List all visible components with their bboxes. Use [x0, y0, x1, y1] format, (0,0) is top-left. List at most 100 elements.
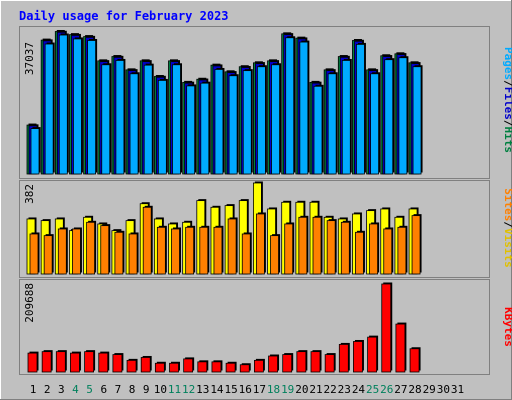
bar-sites-day-24 [355, 231, 364, 275]
bar-kbytes-day-8 [126, 359, 137, 373]
legend-visits: Visits [502, 228, 512, 268]
bar-kbytes-day-11 [169, 362, 179, 373]
bar-pages-day-12 [186, 85, 196, 175]
bar-pages-day-8 [129, 73, 139, 175]
bar-pages-day-9 [143, 64, 153, 175]
bar-pages-day-16 [242, 70, 252, 175]
x-label-day-5: 5 [86, 383, 93, 396]
bar-sites-day-2 [43, 235, 53, 275]
bar-kbytes-day-15 [225, 362, 236, 373]
x-label-day-15: 15 [224, 383, 237, 396]
legend-pages: Pages [502, 47, 512, 80]
bar-pages-day-26 [384, 59, 394, 175]
bar-sites-day-21 [312, 216, 322, 275]
bar-pages-day-14 [214, 69, 224, 175]
bar-pages-day-6 [101, 64, 111, 175]
bar-kbytes-day-7 [112, 354, 123, 373]
bar-kbytes-day-19 [282, 354, 293, 373]
bar-pages-day-15 [228, 75, 238, 175]
chart-title: Daily usage for February 2023 [19, 9, 229, 23]
bar-sites-day-7 [114, 231, 124, 275]
panel-hits-files-pages: 37037 Pages/Files/Hits [19, 26, 512, 179]
x-label-day-2: 2 [44, 383, 51, 396]
bar-sites-day-16 [241, 233, 251, 275]
bar-kbytes-day-9 [140, 357, 151, 373]
bar-pages-day-20 [299, 41, 309, 175]
bar-kbytes-day-2 [41, 351, 52, 373]
bar-pages-day-4 [73, 38, 82, 175]
bar-kbytes-day-20 [296, 351, 307, 373]
x-label-day-30: 30 [437, 383, 450, 396]
panel-visits-sites: 382 Sites/Visits [19, 180, 512, 278]
bar-sites-day-27 [397, 226, 407, 275]
ymax-label-hits: 37037 [23, 42, 36, 75]
ymax-label-visits: 382 [23, 184, 36, 204]
x-label-day-10: 10 [154, 383, 167, 396]
bar-sites-day-12 [185, 226, 195, 275]
x-label-day-18: 18 [267, 383, 280, 396]
bar-kbytes-day-27 [395, 323, 406, 373]
bar-sites-day-23 [340, 221, 350, 275]
bar-sites-day-10 [156, 226, 166, 275]
legend-sep-1: / [502, 80, 512, 87]
bar-sites-day-14 [213, 226, 223, 275]
x-label-day-29: 29 [423, 383, 436, 396]
bar-pages-day-17 [256, 66, 266, 175]
bar-kbytes-day-14 [211, 361, 222, 373]
bar-pages-day-23 [341, 60, 351, 175]
bar-kbytes-day-22 [324, 354, 335, 373]
panel-frame-visits [19, 180, 490, 278]
x-axis-labels: 1 2 3 4 5 6 7 8 9 10 11 12 13 14 15 16 17 18 19 20 21 22 23 24 2… [30, 383, 464, 396]
x-label-day-19: 19 [281, 383, 294, 396]
x-label-day-21: 21 [309, 383, 322, 396]
x-label-day-6: 6 [100, 383, 107, 396]
x-label-day-22: 22 [324, 383, 337, 396]
bar-kbytes-day-1 [27, 352, 38, 373]
bar-kbytes-day-3 [55, 351, 66, 373]
legend-hits: Hits [502, 127, 512, 154]
bar-kbytes-day-4 [70, 352, 80, 373]
bar-kbytes-day-28 [409, 348, 420, 373]
bar-kbytes-day-16 [239, 364, 250, 373]
bar-kbytes-day-10 [154, 362, 165, 373]
bar-sites-day-8 [128, 233, 138, 275]
bar-kbytes-day-25 [367, 336, 378, 373]
bar-pages-day-18 [271, 64, 280, 175]
bar-pages-day-2 [44, 43, 54, 175]
bar-pages-day-13 [200, 82, 210, 175]
x-label-day-12: 12 [182, 383, 195, 396]
bar-sites-day-20 [298, 216, 308, 275]
bar-sites-day-3 [57, 228, 67, 275]
x-label-day-27: 27 [394, 383, 407, 396]
x-label-day-17: 17 [253, 383, 266, 396]
panel-frame-hits [19, 26, 490, 179]
x-label-day-14: 14 [210, 383, 224, 396]
bar-sites-day-17 [255, 213, 265, 275]
right-label-kbytes: KBytes [502, 307, 512, 347]
x-label-day-23: 23 [338, 383, 351, 396]
bar-kbytes-day-6 [98, 352, 109, 373]
x-label-day-3: 3 [58, 383, 65, 396]
bar-pages-day-5 [87, 40, 96, 175]
x-label-day-25: 25 [366, 383, 379, 396]
legend-files: Files [502, 87, 512, 120]
x-label-day-1: 1 [30, 383, 37, 396]
bar-kbytes-day-12 [183, 358, 194, 373]
legend-kbytes: KBytes [502, 307, 512, 347]
panel-frame-kbytes [19, 279, 490, 375]
bar-pages-day-22 [327, 73, 337, 175]
bar-sites-day-26 [383, 228, 393, 275]
bar-sites-day-19 [284, 223, 294, 275]
x-label-day-4: 4 [72, 383, 79, 396]
bar-sites-day-22 [326, 220, 336, 275]
bar-pages-day-11 [172, 64, 181, 175]
legend-sep-2: / [502, 120, 512, 127]
bar-sites-day-4 [72, 228, 81, 275]
bar-pages-day-1 [30, 128, 40, 175]
right-label-hits: Pages/Files/Hits [502, 47, 512, 153]
bar-pages-day-3 [58, 34, 68, 175]
x-label-day-24: 24 [352, 383, 366, 396]
x-label-day-9: 9 [143, 383, 150, 396]
x-label-day-7: 7 [115, 383, 122, 396]
